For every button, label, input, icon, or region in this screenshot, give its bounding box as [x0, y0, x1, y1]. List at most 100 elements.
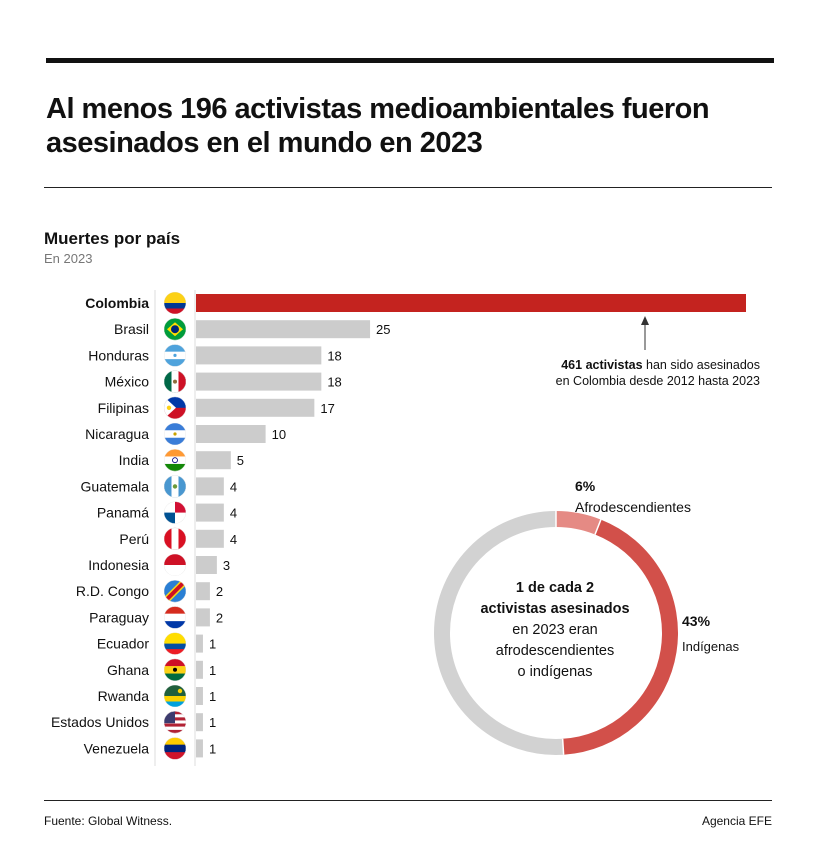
category-label-mexico: México — [105, 374, 150, 390]
value-label-indonesia: 3 — [223, 558, 230, 573]
value-label-estados-unidos: 1 — [209, 715, 216, 730]
category-label-colombia: Colombia — [85, 295, 149, 311]
category-label-nicaragua: Nicaragua — [85, 426, 149, 442]
category-label-peru: Perú — [119, 531, 149, 547]
indigenous-pct-label: 43% — [682, 613, 711, 629]
value-label-mexico: 18 — [327, 375, 341, 390]
value-label-ecuador: 1 — [209, 637, 216, 652]
category-label-brasil: Brasil — [114, 321, 149, 337]
category-label-honduras: Honduras — [88, 347, 149, 363]
center-line-4: afrodescendientes — [495, 643, 615, 659]
bar-r-d-congo — [196, 582, 210, 601]
value-label-rwanda: 1 — [209, 689, 216, 704]
donut-separator — [594, 519, 602, 535]
bar-rwanda — [196, 687, 203, 705]
category-label-venezuela: Venezuela — [84, 740, 150, 756]
center-line-1: 1 de cada 2 — [515, 580, 595, 596]
annotation-text-1: han sido asesinados — [642, 358, 760, 372]
value-label-ghana: 1 — [209, 663, 216, 678]
bar-colombia — [196, 294, 746, 312]
afro-pct-label: 6% — [575, 478, 596, 494]
bar-paraguay — [196, 608, 210, 627]
category-label-panama: Panamá — [97, 505, 149, 521]
center-line-2: activistas asesinados — [480, 601, 630, 617]
honduras-flag-icon — [164, 344, 186, 367]
bar-brasil — [196, 320, 371, 339]
chart-title: Muertes por país — [44, 229, 181, 248]
donut-slice-afrodescendientes — [555, 511, 601, 535]
value-label-brasil: 25 — [376, 322, 390, 337]
indonesia-flag-icon — [164, 554, 186, 576]
bar-guatemala — [196, 477, 224, 496]
guatemala-flag-icon — [164, 475, 186, 498]
value-label-peru: 4 — [230, 532, 237, 547]
title-divider — [44, 187, 772, 188]
donut-center-text: 1 de cada 2 activistas asesinados en 202… — [470, 578, 640, 683]
bar-venezuela — [196, 739, 203, 758]
bar-indonesia — [196, 556, 217, 574]
bar-peru — [196, 529, 224, 548]
center-line-3: en 2023 eran — [512, 622, 598, 638]
value-label-india: 5 — [237, 453, 244, 468]
r-d-congo-flag-icon — [164, 580, 186, 603]
bar-nicaragua — [196, 425, 266, 443]
value-label-filipinas: 17 — [320, 401, 334, 416]
category-label-indonesia: Indonesia — [88, 557, 149, 573]
category-label-rwanda: Rwanda — [98, 688, 150, 704]
panama-flag-icon — [164, 501, 186, 524]
donut-slice-other — [434, 511, 564, 755]
annotation-bold: 461 activistas — [561, 358, 643, 372]
category-label-ecuador: Ecuador — [97, 636, 149, 652]
nicaragua-flag-icon — [164, 423, 186, 445]
page-title: Al menos 196 activistas medioambientales… — [46, 93, 710, 159]
estados-unidos-flag-icon — [164, 711, 186, 734]
category-label-filipinas: Filipinas — [98, 400, 149, 416]
bar-honduras — [196, 346, 322, 365]
bar-india — [196, 451, 231, 470]
ghana-flag-icon — [164, 658, 186, 681]
category-label-paraguay: Paraguay — [89, 609, 149, 625]
center-line-5: o indígenas — [517, 664, 593, 680]
value-label-guatemala: 4 — [230, 479, 237, 494]
bar-panama — [196, 503, 224, 522]
paraguay-flag-icon — [164, 606, 186, 629]
bar-estados-unidos — [196, 713, 203, 732]
colombia-flag-icon — [164, 292, 186, 314]
colombia-annotation: 461 activistas han sido asesinados en Co… — [490, 357, 760, 389]
category-label-india: India — [119, 452, 150, 468]
source-note: Fuente: Global Witness. — [44, 814, 173, 828]
indigenous-name-label: Indígenas — [682, 639, 740, 654]
venezuela-flag-icon — [164, 737, 186, 760]
donut-separator — [561, 738, 565, 755]
annotation-text-2: en Colombia desde 2012 hasta 2023 — [555, 374, 760, 388]
category-label-ghana: Ghana — [107, 662, 149, 678]
chart-subtitle: En 2023 — [44, 251, 93, 266]
top-rule — [46, 58, 774, 63]
bar-filipinas — [196, 398, 315, 417]
brasil-flag-icon — [164, 318, 186, 341]
value-label-honduras: 18 — [327, 348, 341, 363]
footer-divider — [44, 800, 772, 801]
ecuador-flag-icon — [164, 632, 186, 655]
value-label-nicaragua: 10 — [272, 427, 286, 442]
annotation-arrow-head — [641, 316, 649, 325]
bar-ecuador — [196, 634, 203, 653]
mexico-flag-icon — [164, 370, 186, 393]
value-label-paraguay: 2 — [216, 610, 223, 625]
bar-mexico — [196, 372, 322, 391]
value-label-venezuela: 1 — [209, 741, 216, 756]
category-label-guatemala: Guatemala — [81, 478, 150, 494]
value-label-panama: 4 — [230, 506, 237, 521]
bar-ghana — [196, 660, 203, 679]
category-label-r-d-congo: R.D. Congo — [76, 583, 149, 599]
india-flag-icon — [164, 449, 186, 472]
category-label-estados-unidos: Estados Unidos — [51, 714, 149, 730]
value-label-r-d-congo: 2 — [216, 584, 223, 599]
peru-flag-icon — [164, 527, 186, 550]
filipinas-flag-icon — [164, 396, 186, 419]
rwanda-flag-icon — [164, 685, 186, 707]
donut-slice-indigenas — [562, 519, 678, 755]
afro-name-label: Afrodescendientes — [575, 499, 691, 515]
agency-credit: Agencia EFE — [701, 814, 772, 828]
